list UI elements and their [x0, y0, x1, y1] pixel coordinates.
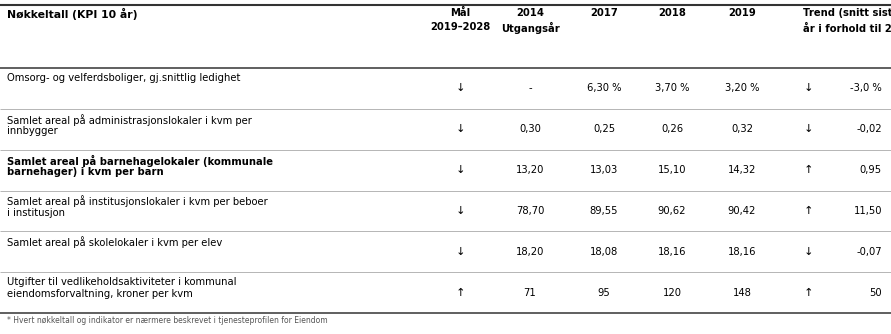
Text: Utgangsår: Utgangsår: [501, 22, 560, 34]
Text: 3,20 %: 3,20 %: [724, 84, 759, 94]
Text: i institusjon: i institusjon: [7, 207, 65, 217]
Text: -3,0 %: -3,0 %: [850, 84, 882, 94]
Text: Utgifter til vedlikeholdsaktiviteter i kommunal: Utgifter til vedlikeholdsaktiviteter i k…: [7, 277, 236, 287]
Text: 2014: 2014: [516, 8, 544, 18]
Text: -0,02: -0,02: [856, 124, 882, 134]
Text: ↓: ↓: [804, 84, 813, 94]
Text: Samlet areal på institusjonslokaler i kvm per beboer: Samlet areal på institusjonslokaler i kv…: [7, 195, 268, 207]
Text: ↑: ↑: [804, 165, 813, 175]
Text: 18,16: 18,16: [658, 247, 686, 257]
Text: Omsorg- og velferdsboliger, gj.snittlig ledighet: Omsorg- og velferdsboliger, gj.snittlig …: [7, 73, 241, 83]
Text: 3,70 %: 3,70 %: [655, 84, 690, 94]
Text: * Hvert nøkkeltall og indikator er nærmere beskrevet i tjenesteprofilen for Eien: * Hvert nøkkeltall og indikator er nærme…: [7, 316, 328, 325]
Text: 90,42: 90,42: [728, 206, 756, 216]
Text: 18,08: 18,08: [590, 247, 618, 257]
Text: 89,55: 89,55: [590, 206, 618, 216]
Text: ↑: ↑: [804, 206, 813, 216]
Text: 71: 71: [524, 288, 536, 298]
Text: 15,10: 15,10: [658, 165, 686, 175]
Text: 148: 148: [732, 288, 751, 298]
Text: 0,25: 0,25: [593, 124, 615, 134]
Text: ↓: ↓: [804, 247, 813, 257]
Text: ↑: ↑: [804, 288, 813, 298]
Text: ↓: ↓: [455, 165, 465, 175]
Text: 120: 120: [663, 288, 682, 298]
Text: 2019: 2019: [728, 8, 756, 18]
Text: Trend (snitt siste 3: Trend (snitt siste 3: [803, 8, 891, 18]
Text: 13,03: 13,03: [590, 165, 618, 175]
Text: Samlet areal på skolelokaler i kvm per elev: Samlet areal på skolelokaler i kvm per e…: [7, 236, 222, 248]
Text: 13,20: 13,20: [516, 165, 544, 175]
Text: ↑: ↑: [455, 288, 465, 298]
Text: 6,30 %: 6,30 %: [587, 84, 621, 94]
Text: Samlet areal på barnehagelokaler (kommunale: Samlet areal på barnehagelokaler (kommun…: [7, 155, 273, 167]
Text: 11,50: 11,50: [854, 206, 882, 216]
Text: 2018: 2018: [658, 8, 686, 18]
Text: 2017: 2017: [590, 8, 617, 18]
Text: Mål: Mål: [450, 8, 470, 18]
Text: 0,30: 0,30: [519, 124, 541, 134]
Text: ↓: ↓: [455, 206, 465, 216]
Text: -0,07: -0,07: [856, 247, 882, 257]
Text: -: -: [528, 84, 532, 94]
Text: 90,62: 90,62: [658, 206, 686, 216]
Text: ↓: ↓: [455, 84, 465, 94]
Text: ↓: ↓: [455, 124, 465, 134]
Text: 18,16: 18,16: [728, 247, 756, 257]
Text: 18,20: 18,20: [516, 247, 544, 257]
Text: 14,32: 14,32: [728, 165, 756, 175]
Text: barnehager) i kvm per barn: barnehager) i kvm per barn: [7, 167, 164, 177]
Text: 50: 50: [870, 288, 882, 298]
Text: Samlet areal på administrasjonslokaler i kvm per: Samlet areal på administrasjonslokaler i…: [7, 114, 252, 126]
Text: 0,32: 0,32: [731, 124, 753, 134]
Text: Nøkkeltall (KPI 10 år): Nøkkeltall (KPI 10 år): [7, 8, 137, 20]
Text: 0,95: 0,95: [860, 165, 882, 175]
Text: innbygger: innbygger: [7, 126, 58, 136]
Text: 0,26: 0,26: [661, 124, 683, 134]
Text: eiendomsforvaltning, kroner per kvm: eiendomsforvaltning, kroner per kvm: [7, 289, 192, 299]
Text: 2019–2028: 2019–2028: [429, 22, 490, 32]
Text: 95: 95: [598, 288, 610, 298]
Text: år i forhold til 2014): år i forhold til 2014): [803, 22, 891, 34]
Text: ↓: ↓: [455, 247, 465, 257]
Text: 78,70: 78,70: [516, 206, 544, 216]
Text: ↓: ↓: [804, 124, 813, 134]
